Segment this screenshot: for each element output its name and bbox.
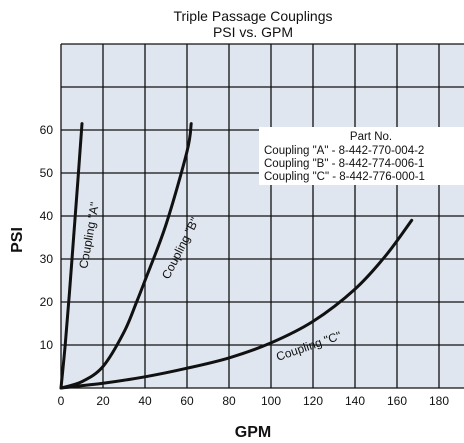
y-tick-label: 30 — [40, 252, 54, 266]
y-tick-label: 20 — [40, 295, 54, 309]
y-tick-label: 60 — [40, 123, 54, 137]
x-tick-label: 100 — [261, 394, 281, 408]
y-tick-label: 40 — [40, 209, 54, 223]
series-line — [59, 218, 414, 390]
x-tick-label: 140 — [345, 394, 365, 408]
x-tick-label: 120 — [303, 394, 323, 408]
x-tick-label: 160 — [387, 394, 407, 408]
series-line — [59, 122, 193, 390]
part-number-row: Coupling "B" - 8-442-774-006-1 — [264, 158, 424, 170]
series-line — [59, 122, 84, 390]
x-tick-label: 180 — [429, 394, 449, 408]
x-tick-label: 20 — [96, 394, 110, 408]
y-tick-label: 10 — [40, 338, 54, 352]
y-axis-label: PSI — [9, 227, 26, 253]
x-tick-label: 60 — [180, 394, 194, 408]
series-lines — [59, 122, 414, 390]
y-tick-label: 50 — [40, 166, 54, 180]
part-number-row: Coupling "A" - 8-442-770-004-2 — [264, 145, 424, 157]
part-number-row: Coupling "C" - 8-442-776-000-1 — [264, 171, 425, 183]
x-tick-label: 40 — [138, 394, 152, 408]
x-tick-label: 80 — [222, 394, 236, 408]
part-number-title: Part No. — [350, 131, 392, 143]
chart-subtitle: PSI vs. GPM — [213, 24, 293, 40]
x-tick-label: 0 — [58, 394, 65, 408]
part-number-box — [259, 127, 464, 185]
x-axis-label: GPM — [235, 424, 271, 441]
chart-title: Triple Passage Couplings — [173, 8, 332, 24]
grid — [60, 43, 464, 389]
tick-labels: 0 20 40 60 80 100 120 140 160 180 10 20 30 40 50 60 — [40, 123, 450, 408]
